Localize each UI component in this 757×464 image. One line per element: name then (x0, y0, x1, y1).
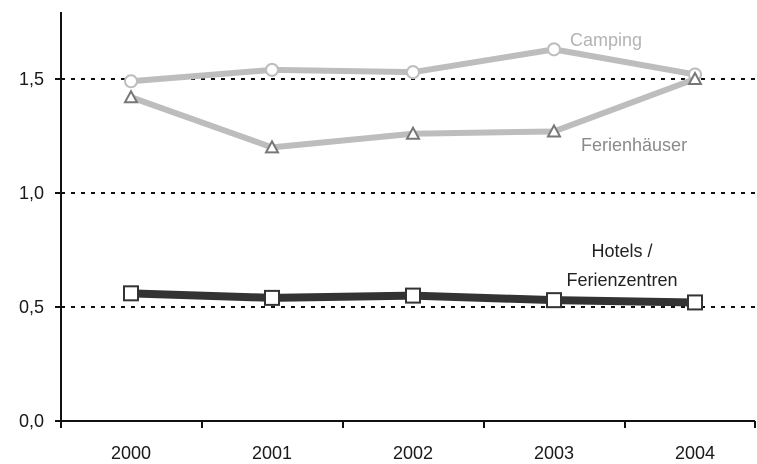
y-tick-label: 1,0 (19, 183, 44, 203)
data-point-circle (406, 65, 420, 80)
data-point-square (123, 285, 139, 302)
data-point-square (264, 289, 280, 306)
data-point-circle (547, 42, 561, 57)
x-tick-label: 2004 (675, 443, 715, 463)
x-tick-label: 2003 (534, 443, 574, 463)
axes: 0,0 0,5 1,0 1,5 2000 2001 2002 2003 2004 (19, 12, 756, 463)
x-tick-label: 2001 (252, 443, 292, 463)
x-tick-label: 2002 (393, 443, 433, 463)
series-label-ferienhauser: Ferienhäuser (581, 135, 687, 155)
data-point-circle (124, 74, 138, 89)
y-tick-label: 1,5 (19, 69, 44, 89)
data-point-triangle (546, 123, 562, 138)
y-tick-label: 0,0 (19, 411, 44, 431)
x-tick-label: 2000 (111, 443, 151, 463)
data-point-triangle (687, 70, 703, 85)
y-tick-label: 0,5 (19, 297, 44, 317)
data-point-circle (265, 62, 279, 77)
data-point-square (687, 294, 703, 311)
labels-group: Camping Ferienhäuser Hotels / Ferienzentren (566, 30, 687, 290)
data-point-triangle (405, 125, 421, 140)
data-point-square (546, 292, 562, 309)
series-group (123, 42, 703, 311)
series-label-camping: Camping (570, 30, 642, 50)
data-point-square (405, 287, 421, 304)
series-label-hotels-line-1: Hotels / (591, 241, 652, 261)
data-point-triangle (264, 139, 280, 154)
data-point-triangle (123, 89, 139, 104)
series-label-hotels-line-2: Ferienzentren (566, 270, 677, 290)
